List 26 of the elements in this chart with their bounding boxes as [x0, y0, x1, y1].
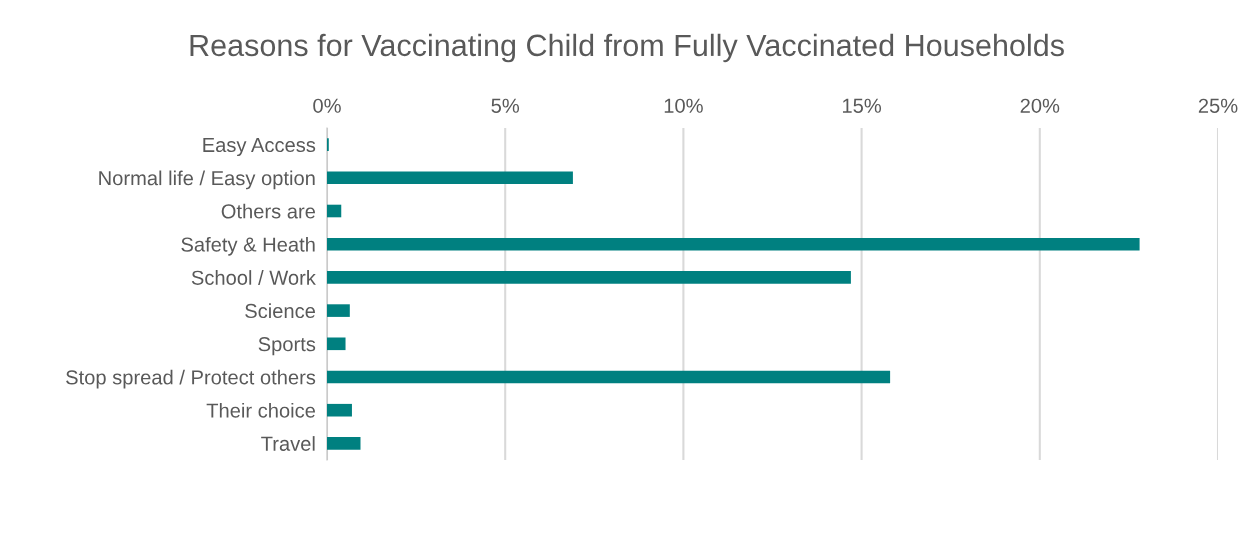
bar — [327, 237, 1140, 251]
bar — [327, 370, 891, 384]
bar — [327, 204, 342, 218]
x-tick-label: 15% — [842, 98, 882, 113]
bar — [327, 437, 361, 450]
y-tick-label: Their choice — [206, 402, 315, 418]
bar — [327, 337, 346, 351]
y-tick-label: Easy Access — [203, 138, 316, 157]
x-tick-label: 20% — [1020, 98, 1060, 113]
bar — [327, 171, 573, 185]
bar — [327, 403, 352, 417]
y-tick-label: Others are — [221, 203, 315, 219]
chart-title: Reasons for Vaccinating Child from Fully Vaccinated Households — [190, 33, 1064, 63]
x-tick-label: 0% — [313, 98, 341, 113]
bar — [327, 271, 851, 284]
y-tick-label: Normal life / Easy option — [99, 170, 315, 190]
y-tick-label: School / Work — [191, 270, 316, 285]
bar — [327, 304, 350, 317]
y-tick-label: Science — [245, 303, 315, 319]
y-tick-label: Safety & Heath — [181, 236, 315, 256]
x-tick-label: 10% — [664, 98, 703, 113]
x-tick-label: 25% — [1198, 98, 1238, 113]
y-tick-label: Stop spread / Protect others — [66, 369, 316, 389]
y-tick-label: Travel — [261, 436, 315, 451]
y-tick-label: Sports — [258, 337, 316, 356]
x-tick-label: 5% — [491, 98, 520, 113]
